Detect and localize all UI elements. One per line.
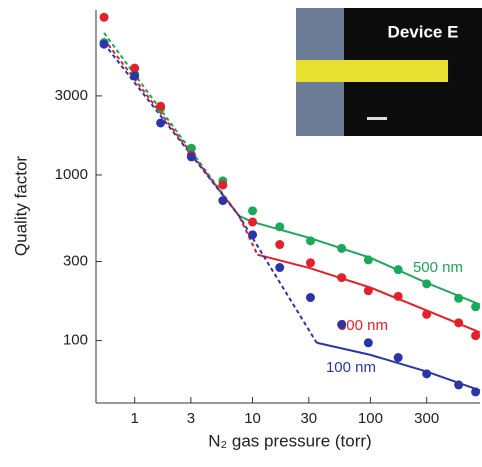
- y-tick-label: 300: [63, 253, 88, 270]
- x-tick-label: 30: [300, 410, 317, 427]
- data-point: [363, 286, 373, 296]
- data-point: [248, 217, 258, 227]
- data-point: [471, 302, 481, 312]
- data-point: [156, 101, 166, 111]
- data-point: [471, 387, 481, 397]
- data-point: [454, 293, 464, 303]
- series-label: 300 nm: [338, 317, 388, 334]
- data-point: [99, 12, 109, 22]
- data-point: [186, 152, 196, 162]
- data-point: [275, 222, 285, 232]
- inset-scale-bar: [367, 117, 387, 120]
- data-point: [218, 196, 228, 206]
- data-point: [275, 263, 285, 273]
- data-point: [454, 380, 464, 390]
- y-axis-label: Quality factor: [11, 156, 30, 256]
- y-tick-label: 1000: [55, 166, 88, 183]
- data-point: [305, 258, 315, 268]
- x-tick-label: 1: [130, 410, 138, 427]
- inset-label: Device E: [388, 22, 459, 41]
- data-point: [337, 243, 347, 253]
- data-point: [156, 118, 166, 128]
- data-point: [393, 353, 403, 363]
- data-point: [99, 39, 109, 49]
- data-point: [275, 240, 285, 250]
- data-point: [393, 291, 403, 301]
- data-point: [218, 180, 228, 190]
- inset-beam: [296, 60, 448, 82]
- data-point: [393, 265, 403, 275]
- data-point: [186, 143, 196, 153]
- data-point: [305, 236, 315, 246]
- data-point: [130, 71, 140, 81]
- data-point: [363, 338, 373, 348]
- series-label: 500 nm: [413, 259, 463, 276]
- data-point: [248, 206, 258, 216]
- data-point: [363, 255, 373, 265]
- data-point: [454, 318, 464, 328]
- x-tick-label: 300: [414, 410, 439, 427]
- data-point: [305, 293, 315, 303]
- data-point: [422, 369, 432, 379]
- data-point: [337, 273, 347, 283]
- fit-line: [316, 341, 481, 392]
- x-tick-label: 100: [358, 410, 383, 427]
- y-tick-label: 100: [63, 332, 88, 349]
- data-point: [422, 309, 432, 319]
- data-point: [248, 230, 258, 240]
- data-point: [337, 320, 347, 330]
- x-tick-label: 3: [187, 410, 195, 427]
- data-point: [130, 63, 140, 73]
- data-point: [471, 331, 481, 341]
- inset-image: Device E: [296, 8, 482, 136]
- x-tick-label: 10: [244, 410, 261, 427]
- fit-line: [103, 43, 318, 344]
- y-tick-label: 3000: [55, 87, 88, 104]
- x-axis-label: N₂ gas pressure (torr): [208, 431, 371, 450]
- data-point: [422, 279, 432, 289]
- series-label: 100 nm: [326, 359, 376, 376]
